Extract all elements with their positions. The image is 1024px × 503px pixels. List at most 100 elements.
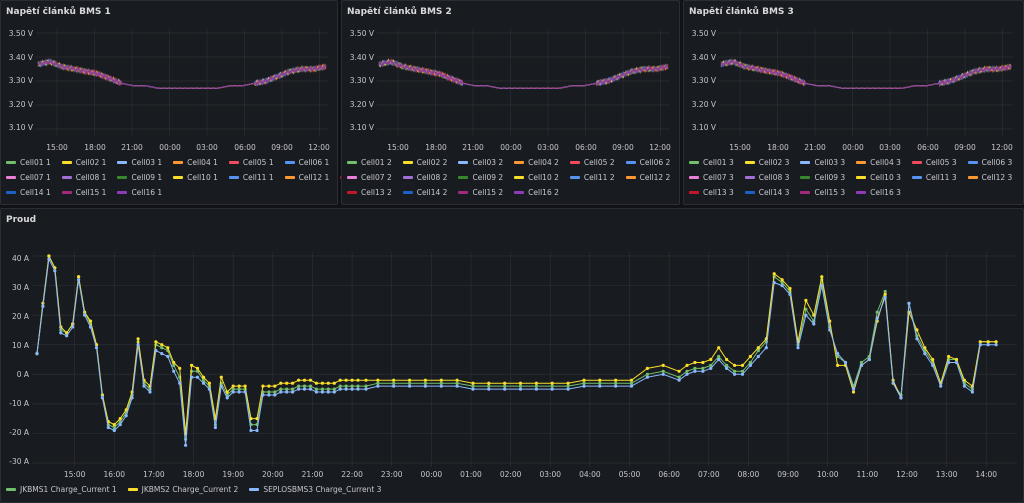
legend-label: Cell14 2	[416, 188, 448, 197]
current-plot[interactable]	[32, 252, 1017, 467]
legend-item[interactable]: Cell08 1	[61, 173, 106, 182]
data-point	[178, 366, 182, 370]
voltage-plot[interactable]	[36, 29, 328, 137]
legend-item[interactable]: Cell13 3	[689, 188, 734, 197]
legend-item[interactable]: Cell07 3	[689, 173, 734, 182]
panel-bms2-voltage[interactable]: Napětí článků BMS 2 3.50 V 3.40 V 3.30 V…	[341, 0, 680, 205]
legend-item[interactable]: Cell03 3	[800, 158, 845, 167]
panel-bms1-voltage[interactable]: Napětí článků BMS 1 3.50 V 3.40 V 3.30 V…	[0, 0, 385, 205]
data-point	[772, 281, 776, 285]
data-point	[364, 378, 368, 382]
data-point	[47, 257, 51, 261]
legend-item[interactable]: Cell01 2	[347, 158, 392, 167]
panel-title[interactable]: Proud	[6, 215, 37, 225]
legend-item[interactable]: Cell01 3	[689, 158, 734, 167]
legend-item[interactable]: Cell14 1	[6, 188, 51, 197]
legend-item[interactable]: Cell13 2	[347, 188, 392, 197]
data-point	[740, 363, 745, 367]
x-tick-label: 09:00	[777, 470, 799, 479]
data-point	[423, 381, 427, 385]
data-point	[297, 378, 301, 382]
data-point	[297, 384, 301, 388]
panel-title[interactable]: Napětí článků BMS 1	[6, 7, 111, 17]
panel-current[interactable]: Proud 40 A 30 A 20 A 10 A 0 A -10 A -20 …	[0, 208, 1024, 503]
data-point	[225, 390, 229, 394]
legend-item[interactable]: Cell05 1	[228, 158, 274, 167]
legend-item[interactable]: Cell12 3	[967, 173, 1012, 182]
cell-series-line	[378, 60, 669, 89]
legend-item[interactable]: Cell11 1	[228, 173, 274, 182]
x-tick-label: 03:00	[539, 470, 562, 479]
legend-item[interactable]: Cell02 3	[744, 158, 789, 167]
data-point	[332, 387, 336, 391]
legend-item[interactable]: Cell05 3	[911, 158, 957, 167]
data-point	[487, 381, 491, 385]
data-point	[661, 363, 665, 367]
x-tick-label: 08:00	[737, 470, 760, 479]
legend-item[interactable]: Cell04 2	[514, 158, 559, 167]
x-tick-label: 03:00	[537, 143, 559, 152]
legend-item[interactable]: Cell08 3	[744, 173, 789, 182]
y-tick-label: 3.40 V	[8, 53, 33, 62]
data-point	[471, 387, 475, 391]
voltage-plot[interactable]	[377, 29, 670, 137]
voltage-plot[interactable]	[719, 29, 1013, 137]
legend-item[interactable]: Cell10 1	[173, 173, 218, 182]
legend-item[interactable]: Cell16 1	[117, 188, 162, 197]
legend-item[interactable]: Cell09 2	[458, 173, 503, 182]
panel-bms3-voltage[interactable]: Napětí článků BMS 3 3.50 V 3.40 V 3.30 V…	[683, 0, 1024, 205]
data-point	[160, 352, 164, 356]
legend-item[interactable]: Cell16 3	[856, 188, 901, 197]
legend-item[interactable]: JKBMS2 Charge_Current 2	[127, 485, 238, 494]
legend-item[interactable]: Cell14 3	[744, 188, 789, 197]
legend-item[interactable]: Cell11 2	[569, 173, 615, 182]
legend-item[interactable]: Cell16 2	[514, 188, 559, 197]
legend-item[interactable]: Cell03 2	[458, 158, 503, 167]
panel-title[interactable]: Napětí článků BMS 3	[689, 7, 794, 17]
legend-item[interactable]: Cell02 2	[402, 158, 447, 167]
legend-item[interactable]: Cell10 2	[514, 173, 559, 182]
legend-item[interactable]: Cell15 3	[800, 188, 845, 197]
legend-item[interactable]: Cell15 2	[458, 188, 503, 197]
data-point	[629, 381, 634, 385]
legend-item[interactable]: Cell07 2	[347, 173, 392, 182]
legend-label: Cell03 3	[814, 158, 846, 167]
x-tick-label: 06:00	[658, 470, 680, 479]
legend-item[interactable]: Cell15 1	[61, 188, 106, 197]
data-point	[859, 363, 864, 367]
data-point	[350, 387, 354, 391]
legend-item[interactable]: SEPLOSBMS3 Charge_Current 3	[249, 485, 381, 494]
legend-item[interactable]: Cell12 1	[284, 173, 329, 182]
legend-item[interactable]: Cell04 1	[173, 158, 218, 167]
data-point	[195, 375, 200, 379]
data-point	[804, 313, 808, 317]
data-point	[267, 393, 271, 397]
data-point	[764, 346, 768, 350]
legend-item[interactable]: Cell01 1	[6, 158, 51, 167]
legend-swatch	[856, 161, 867, 164]
legend-item[interactable]: Cell08 2	[402, 173, 447, 182]
legend-label: Cell04 1	[187, 158, 218, 167]
legend-item[interactable]: Cell07 1	[6, 173, 51, 182]
x-tick-label: 15:00	[729, 143, 751, 152]
legend-item[interactable]: Cell02 1	[61, 158, 106, 167]
legend-item[interactable]: Cell12 2	[625, 173, 670, 182]
legend-item[interactable]: Cell05 2	[569, 158, 615, 167]
legend-item[interactable]: Cell06 1	[284, 158, 329, 167]
legend-item[interactable]: Cell09 3	[800, 173, 845, 182]
panel-title[interactable]: Napětí článků BMS 2	[347, 7, 452, 17]
legend-item[interactable]: JKBMS1 Charge_Current 1	[6, 485, 117, 494]
legend-label: Cell11 2	[583, 173, 615, 182]
legend-item[interactable]: Cell03 1	[117, 158, 162, 167]
legend-item[interactable]: Cell10 3	[856, 173, 901, 182]
data-point	[701, 360, 705, 365]
data-point	[166, 346, 170, 350]
data-point	[285, 387, 289, 391]
legend-item[interactable]: Cell06 3	[967, 158, 1012, 167]
legend-swatch	[402, 161, 413, 164]
legend-item[interactable]: Cell09 1	[117, 173, 162, 182]
legend-item[interactable]: Cell06 2	[625, 158, 670, 167]
legend-item[interactable]: Cell04 3	[856, 158, 901, 167]
legend-item[interactable]: Cell14 2	[402, 188, 448, 197]
legend-item[interactable]: Cell11 3	[911, 173, 957, 182]
